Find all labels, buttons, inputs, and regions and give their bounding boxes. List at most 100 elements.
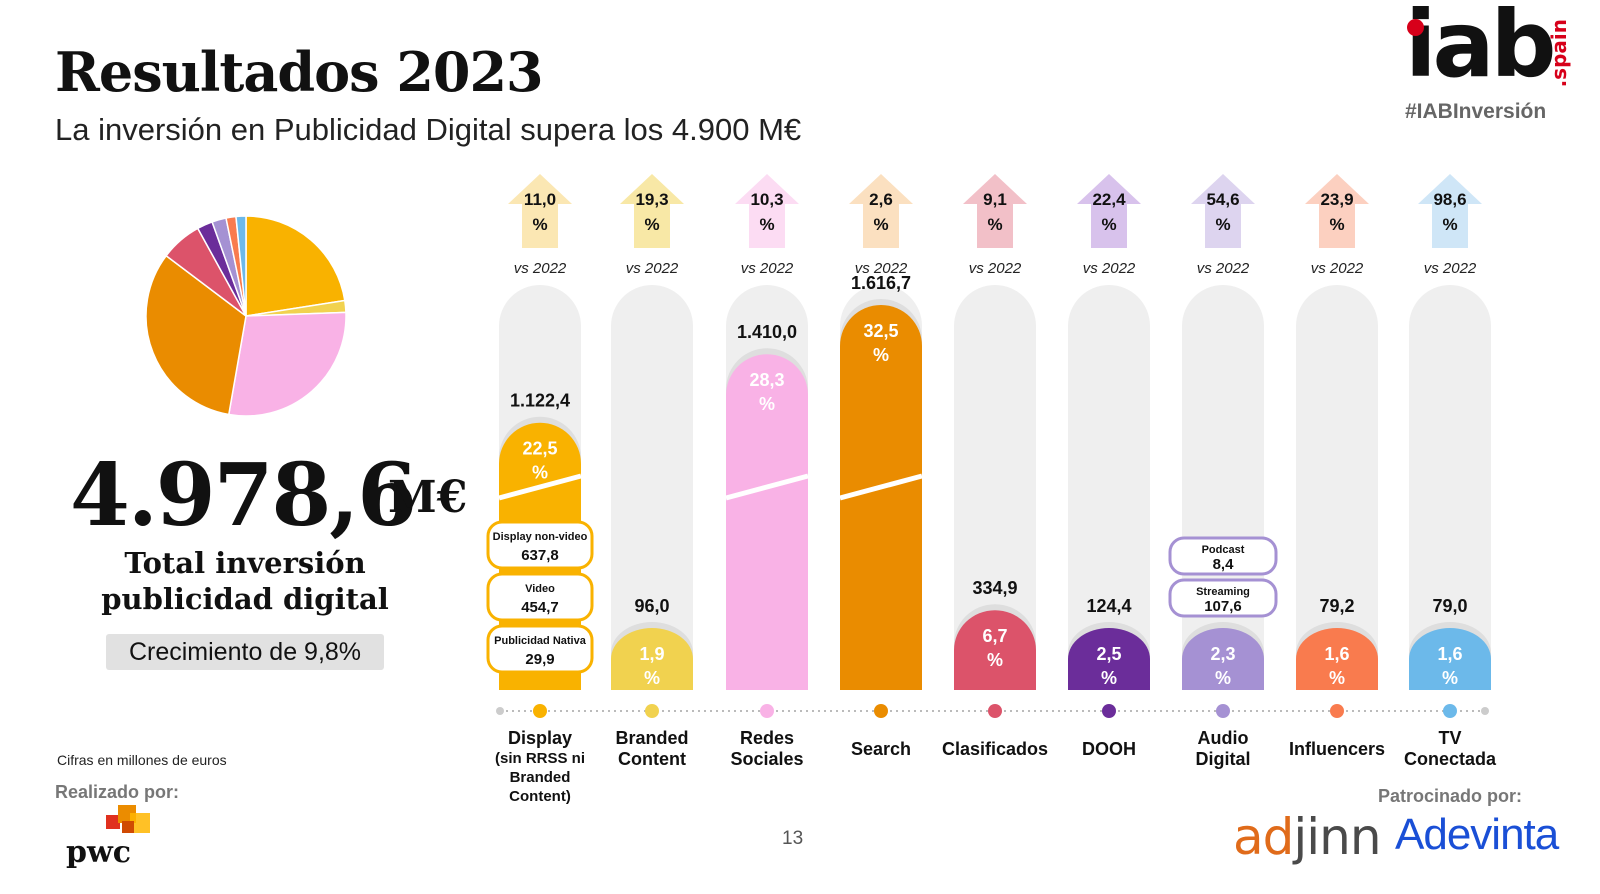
growth-arrow-icon xyxy=(1418,174,1482,248)
category-label: Branded xyxy=(615,728,688,748)
growth-arrow-icon xyxy=(963,174,1027,248)
total-unit: M€ xyxy=(388,472,468,523)
adjinn-logo-part2: jinn xyxy=(1293,808,1381,866)
bar-background xyxy=(1068,285,1150,690)
bar-group: 124,4 2,5% 22,4% vs 2022 DOOH xyxy=(1068,174,1150,759)
adjinn-logo-part1: ad xyxy=(1233,808,1294,866)
breakdown-name: Publicidad Nativa xyxy=(494,635,587,647)
share-label: 22,5 xyxy=(522,439,557,459)
growth-arrow-icon xyxy=(620,174,684,248)
bar xyxy=(1068,628,1150,690)
category-label: Redes xyxy=(740,728,794,748)
bar-chart: 1.122,4 22,5% 11,0% vs 2022 Display (sin RRSS… xyxy=(486,174,1497,805)
value-label: 96,0 xyxy=(634,596,669,616)
page-subtitle: La inversión en Publicidad Digital super… xyxy=(55,112,802,147)
growth-label: 9,1 xyxy=(983,190,1007,209)
bar-group: 334,9 6,7% 9,1% vs 2022 Clasificados xyxy=(942,174,1048,759)
pie-chart xyxy=(145,215,347,417)
value-label: 1.616,7 xyxy=(851,273,911,293)
timeline-dot xyxy=(1216,704,1230,718)
total-value: 4.978,6 xyxy=(70,445,417,546)
total-label-line1: Total inversión xyxy=(124,546,366,580)
iab-logo-dot-icon xyxy=(1407,19,1424,36)
timeline-end-dot xyxy=(1481,707,1489,715)
bar xyxy=(840,305,922,690)
axis-break-line xyxy=(839,473,923,501)
hashtag: #IABInversión xyxy=(1405,100,1547,123)
bar-group: 116,12,3%54,6%vs 2022AudioDigitalPodcast… xyxy=(1168,174,1278,769)
timeline-dot xyxy=(874,704,888,718)
pwc-logo-word: pwc xyxy=(66,835,132,870)
share-percent: % xyxy=(1442,668,1458,688)
breakdown-name: Streaming xyxy=(1196,586,1250,598)
breakdown-value: 454,7 xyxy=(521,599,559,616)
growth-badge: Crecimiento de 9,8% xyxy=(106,634,384,670)
share-percent: % xyxy=(1329,668,1345,688)
vs-label: vs 2022 xyxy=(741,260,794,277)
value-label: 124,4 xyxy=(1086,596,1131,616)
growth-percent: % xyxy=(759,215,774,234)
vs-label: vs 2022 xyxy=(1311,260,1364,277)
growth-label: 98,6 xyxy=(1433,190,1466,209)
timeline-dot xyxy=(988,704,1002,718)
adjinn-logo: adjinn xyxy=(1233,808,1382,866)
pie-slice xyxy=(235,215,247,317)
total-label: Total inversión publicidad digital xyxy=(95,545,395,617)
share-percent: % xyxy=(644,668,660,688)
share-label: 2,5 xyxy=(1096,644,1121,664)
growth-label: 54,6 xyxy=(1206,190,1239,209)
made-by-label: Realizado por: xyxy=(55,782,180,802)
growth-arrow-icon xyxy=(508,174,572,248)
category-label: Search xyxy=(851,739,911,759)
pwc-logo: pwc xyxy=(66,805,176,875)
pie-slice xyxy=(245,215,346,317)
bar-background xyxy=(1296,285,1378,690)
timeline-dot xyxy=(645,704,659,718)
growth-percent: % xyxy=(532,215,547,234)
growth-percent: % xyxy=(1442,215,1457,234)
growth-label: 11,0 xyxy=(524,190,556,209)
category-label: Sociales xyxy=(730,749,803,769)
share-percent: % xyxy=(532,463,548,483)
iab-logo: iab .spain xyxy=(1405,0,1571,98)
share-percent: % xyxy=(759,394,775,414)
timeline-dot xyxy=(1330,704,1344,718)
share-percent: % xyxy=(873,345,889,365)
value-label: 79,0 xyxy=(1432,596,1467,616)
growth-label: 19,3 xyxy=(635,190,668,209)
pwc-block-icon xyxy=(130,813,150,833)
axis-break-line xyxy=(725,473,809,501)
vs-label: vs 2022 xyxy=(1424,260,1477,277)
breakdown-name: Podcast xyxy=(1202,544,1245,556)
pie-slice xyxy=(145,254,247,416)
growth-percent: % xyxy=(1329,215,1344,234)
bar xyxy=(1409,628,1491,690)
share-label: 1,6 xyxy=(1437,644,1462,664)
growth-percent: % xyxy=(987,215,1002,234)
category-label: Content xyxy=(618,749,686,769)
value-label: 1.410,0 xyxy=(737,322,797,342)
bar xyxy=(726,354,808,690)
value-label: 334,9 xyxy=(972,578,1017,598)
growth-label: 23,9 xyxy=(1320,190,1353,209)
breakdown-box xyxy=(486,572,594,622)
category-label: TV xyxy=(1438,728,1461,748)
adevinta-logo: Adevinta xyxy=(1395,810,1559,859)
category-label: Conectada xyxy=(1404,749,1497,769)
category-label: DOOH xyxy=(1082,739,1136,759)
growth-percent: % xyxy=(644,215,659,234)
breakdown-box xyxy=(1168,536,1278,576)
page-number: 13 xyxy=(782,828,804,849)
share-percent: % xyxy=(987,650,1003,670)
breakdown-box xyxy=(1168,578,1278,618)
breakdown-value: 8,4 xyxy=(1213,556,1235,573)
share-percent: % xyxy=(1101,668,1117,688)
growth-percent: % xyxy=(1101,215,1116,234)
growth-arrow-icon xyxy=(735,174,799,248)
bar-background xyxy=(954,285,1036,690)
breakdown-value: 107,6 xyxy=(1204,598,1242,615)
category-label: Clasificados xyxy=(942,739,1048,759)
growth-arrow-icon xyxy=(849,174,913,248)
vs-label: vs 2022 xyxy=(969,260,1022,277)
